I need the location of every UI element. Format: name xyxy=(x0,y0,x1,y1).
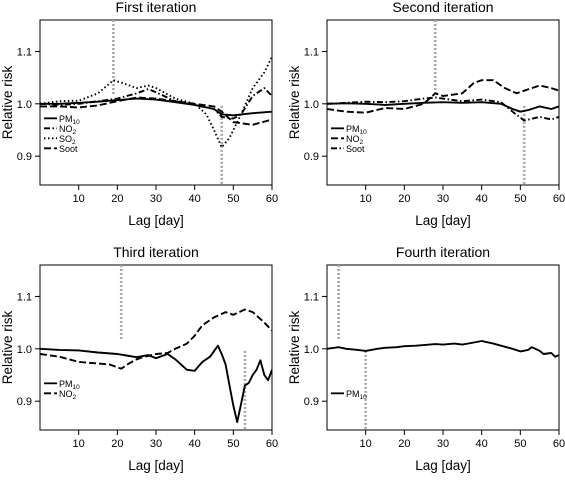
x-tick-label: 40 xyxy=(476,193,488,205)
chart-title: Second iteration xyxy=(392,0,493,15)
y-axis-label: Relative risk xyxy=(0,310,15,384)
legend-label-main: NO xyxy=(59,124,73,134)
legend-label-main: NO xyxy=(59,389,73,399)
x-tick-label: 40 xyxy=(189,193,201,205)
legend-label: NO2 xyxy=(59,389,77,401)
x-tick-label: 30 xyxy=(437,438,449,450)
legend-label: NO2 xyxy=(346,134,364,146)
series-group xyxy=(327,340,559,358)
legend-label-main: PM xyxy=(346,124,360,134)
chart-title: Fourth iteration xyxy=(396,244,490,260)
chart-panel-4: Fourth iteration 10 20 30 40 50 60 0.9 1.0 1.1 Lag… xyxy=(287,244,565,473)
legend-label-subscript: 10 xyxy=(73,119,81,126)
x-tick-label: 30 xyxy=(150,193,162,205)
legend-label: PM10 xyxy=(59,114,80,126)
y-tick-label: 0.9 xyxy=(17,151,32,163)
x-tick-label: 50 xyxy=(514,193,526,205)
y-tick-label: 0.9 xyxy=(304,151,319,163)
y-tick-label: 0.9 xyxy=(17,396,32,408)
y-axis-label: Relative risk xyxy=(0,65,15,139)
legend-label: PM10 xyxy=(59,379,80,391)
y-tick-label: 1.0 xyxy=(17,99,32,111)
chart-panel-2: Second iteration 10 20 30 40 50 60 0.9 1.0 1.1 Lag… xyxy=(287,0,565,228)
x-axis-label: Lag [day] xyxy=(128,213,184,228)
legend-label-main: Soot xyxy=(346,144,365,154)
y-tick-label: 1.0 xyxy=(17,344,32,356)
x-tick-label: 60 xyxy=(553,438,565,450)
legend-label-main: SO xyxy=(59,134,72,144)
x-tick-label: 50 xyxy=(227,438,239,450)
x-tick-label: 50 xyxy=(514,438,526,450)
y-tick-label: 1.0 xyxy=(304,344,319,356)
series-line-so2 xyxy=(40,56,272,149)
legend-label-subscript: 2 xyxy=(72,139,76,146)
chart-title: First iteration xyxy=(116,0,197,15)
x-tick-label: 10 xyxy=(73,438,85,450)
y-tick-label: 1.1 xyxy=(304,46,319,58)
x-axis-label: Lag [day] xyxy=(128,458,184,473)
y-tick-label: 0.9 xyxy=(304,396,319,408)
legend-label-subscript: 2 xyxy=(73,394,77,401)
x-tick-label: 10 xyxy=(360,438,372,450)
chart-panel-3: Third iteration 10 20 30 40 50 60 0.9 1.0 1.1 Lag … xyxy=(0,244,278,473)
legend-label: PM10 xyxy=(346,389,367,401)
legend: PM10 xyxy=(331,389,367,401)
legend-label-subscript: 10 xyxy=(73,384,81,391)
legend-label-main: NO xyxy=(346,134,360,144)
legend-label-subscript: 10 xyxy=(360,394,368,401)
x-tick-label: 30 xyxy=(437,193,449,205)
chart-panel-1: First iteration 10 20 30 40 50 60 0.9 1.0 1.1 Lag … xyxy=(0,0,278,228)
legend-label: Soot xyxy=(346,144,365,154)
x-axis-label: Lag [day] xyxy=(415,213,471,228)
x-tick-label: 20 xyxy=(398,193,410,205)
y-tick-label: 1.1 xyxy=(17,291,32,303)
legend-label-subscript: 10 xyxy=(360,129,368,136)
legend-label-main: Soot xyxy=(59,144,78,154)
x-tick-label: 60 xyxy=(266,193,278,205)
x-tick-label: 60 xyxy=(553,193,565,205)
x-tick-label: 20 xyxy=(111,438,123,450)
series-line-pm10 xyxy=(40,344,272,424)
x-tick-label: 10 xyxy=(360,193,372,205)
x-tick-label: 30 xyxy=(150,438,162,450)
x-tick-label: 60 xyxy=(266,438,278,450)
series-group xyxy=(40,308,272,424)
x-tick-label: 40 xyxy=(476,438,488,450)
y-tick-label: 1.1 xyxy=(17,46,32,58)
legend-label-main: PM xyxy=(59,114,73,124)
legend-label-subscript: 2 xyxy=(73,129,77,136)
legend-label: SO2 xyxy=(59,134,76,146)
series-line-pm10 xyxy=(327,340,559,358)
x-axis-label: Lag [day] xyxy=(415,458,471,473)
legend-label: PM10 xyxy=(346,124,367,136)
x-tick-label: 50 xyxy=(227,193,239,205)
y-tick-label: 1.1 xyxy=(304,291,319,303)
series-line-pm10 xyxy=(327,101,559,113)
legend-label-main: PM xyxy=(59,379,73,389)
y-axis-label: Relative risk xyxy=(287,310,302,384)
x-tick-label: 40 xyxy=(189,438,201,450)
series-group xyxy=(40,56,272,149)
legend-label-subscript: 2 xyxy=(360,139,364,146)
plot-frame xyxy=(326,264,560,431)
legend-label: NO2 xyxy=(59,124,77,136)
chart-title: Third iteration xyxy=(113,244,199,260)
x-tick-label: 20 xyxy=(398,438,410,450)
series-line-soot xyxy=(327,96,559,122)
legend-label-main: PM xyxy=(346,389,360,399)
plot-frame xyxy=(39,264,273,431)
series-line-no2 xyxy=(40,308,272,370)
y-tick-label: 1.0 xyxy=(304,99,319,111)
x-tick-label: 20 xyxy=(111,193,123,205)
series-group xyxy=(327,79,559,122)
series-line-soot xyxy=(40,96,272,126)
x-tick-label: 10 xyxy=(73,193,85,205)
y-axis-label: Relative risk xyxy=(287,65,302,139)
legend-label: Soot xyxy=(59,144,78,154)
